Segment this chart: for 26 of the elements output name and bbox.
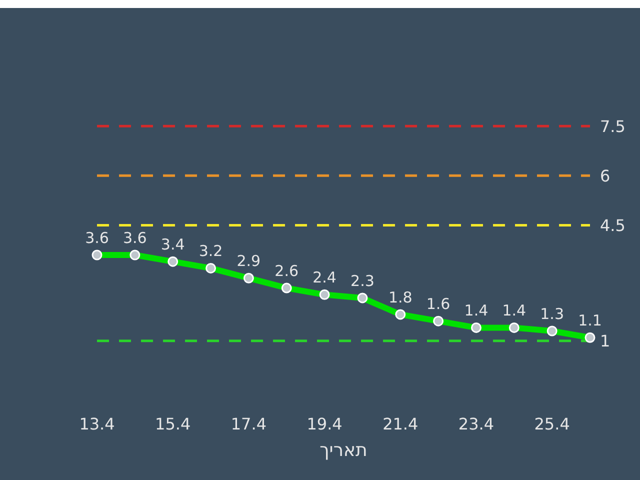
data-label: 2.3: [350, 272, 374, 290]
ref-line-label: 1: [600, 332, 610, 351]
data-label: 2.9: [236, 252, 261, 270]
data-label: 3.6: [122, 228, 147, 247]
x-tick-label: 13.4: [79, 414, 115, 434]
x-tick-label: 17.4: [230, 414, 267, 434]
data-label: 1.4: [464, 302, 488, 320]
data-label: 1.6: [426, 295, 450, 314]
data-label: 1.1: [578, 312, 602, 330]
ref-line-label: 4.5: [600, 216, 626, 235]
data-label: 1.3: [540, 305, 564, 323]
x-tick-label: 21.4: [382, 414, 418, 434]
data-label: 1.4: [502, 302, 526, 320]
data-label: 1.8: [388, 288, 412, 306]
x-tick-label: 19.4: [306, 414, 342, 434]
x-tick-label: 15.4: [155, 414, 191, 434]
data-label: 3.4: [160, 236, 185, 254]
ref-line-label: 6: [600, 166, 610, 186]
ref-line-label: 7.5: [600, 116, 626, 136]
data-label: 3.6: [85, 228, 109, 247]
x-axis-title: תאריך: [320, 440, 368, 461]
data-label: 3.2: [198, 242, 223, 260]
data-label: 2.6: [274, 262, 299, 280]
x-tick-label: 25.4: [534, 414, 570, 434]
data-label: 2.4: [312, 268, 336, 287]
x-tick-label: 23.4: [458, 414, 494, 434]
